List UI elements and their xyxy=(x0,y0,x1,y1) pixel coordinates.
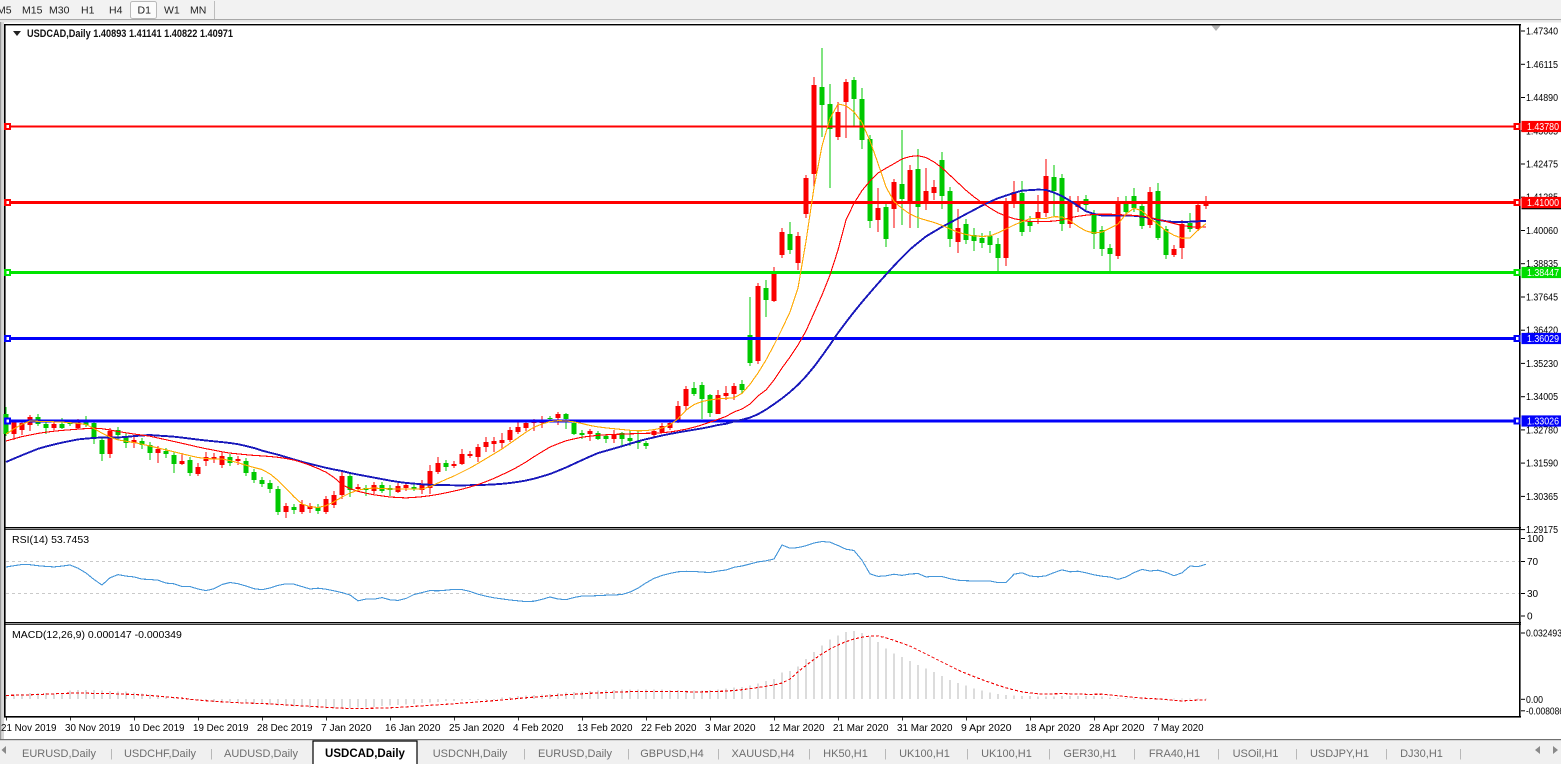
svg-text:USDCAD,Daily: USDCAD,Daily xyxy=(325,748,405,760)
svg-text:30: 30 xyxy=(1527,589,1539,600)
svg-text:1.33026: 1.33026 xyxy=(1527,417,1559,428)
svg-text:1.42475: 1.42475 xyxy=(1526,160,1558,171)
svg-text:13 Feb 2020: 13 Feb 2020 xyxy=(577,722,633,734)
svg-text:1.38447: 1.38447 xyxy=(1527,268,1559,279)
svg-text:UK100,H1: UK100,H1 xyxy=(899,748,950,760)
svg-text:1.40060: 1.40060 xyxy=(1526,226,1558,237)
svg-text:UK100,H1: UK100,H1 xyxy=(981,748,1032,760)
svg-text:H1: H1 xyxy=(81,5,95,17)
svg-text:7 May 2020: 7 May 2020 xyxy=(1153,722,1204,734)
svg-text:AUDUSD,Daily: AUDUSD,Daily xyxy=(224,748,298,760)
svg-text:3 Mar 2020: 3 Mar 2020 xyxy=(705,722,756,734)
svg-text:1.34005: 1.34005 xyxy=(1526,392,1558,403)
svg-text:-0.008086: -0.008086 xyxy=(1526,706,1561,717)
svg-text:W1: W1 xyxy=(164,5,180,17)
svg-text:25 Jan 2020: 25 Jan 2020 xyxy=(449,722,505,734)
svg-text:|: | xyxy=(1133,748,1136,760)
svg-text:21 Nov 2019: 21 Nov 2019 xyxy=(1,722,57,734)
svg-text:|: | xyxy=(884,748,887,760)
svg-text:EURUSD,Daily: EURUSD,Daily xyxy=(538,748,612,760)
svg-text:1.47340: 1.47340 xyxy=(1526,27,1558,38)
svg-text:|: | xyxy=(717,748,720,760)
svg-text:DJ30,H1: DJ30,H1 xyxy=(1400,748,1443,760)
svg-text:21 Mar 2020: 21 Mar 2020 xyxy=(833,722,889,734)
svg-text:9 Apr 2020: 9 Apr 2020 xyxy=(961,722,1012,734)
svg-text:USDCHF,Daily: USDCHF,Daily xyxy=(124,748,197,760)
svg-text:1.35230: 1.35230 xyxy=(1526,359,1558,370)
svg-text:1.30365: 1.30365 xyxy=(1526,492,1558,503)
svg-text:|: | xyxy=(1385,748,1388,760)
svg-text:18 Apr 2020: 18 Apr 2020 xyxy=(1025,722,1081,734)
svg-text:M5: M5 xyxy=(0,5,12,17)
svg-text:1.44890: 1.44890 xyxy=(1526,93,1558,104)
svg-text:4 Feb 2020: 4 Feb 2020 xyxy=(513,722,564,734)
svg-text:USDCAD,Daily 1.40893 1.41141: USDCAD,Daily 1.40893 1.41141 1.40822 1.4… xyxy=(27,28,233,40)
svg-text:28 Apr 2020: 28 Apr 2020 xyxy=(1089,722,1145,734)
svg-text:FRA40,H1: FRA40,H1 xyxy=(1149,748,1200,760)
svg-text:1.37645: 1.37645 xyxy=(1526,293,1558,304)
svg-text:1.31590: 1.31590 xyxy=(1526,459,1558,470)
svg-text:1.46115: 1.46115 xyxy=(1526,60,1558,71)
svg-text:30 Nov 2019: 30 Nov 2019 xyxy=(65,722,121,734)
svg-text:|: | xyxy=(627,748,630,760)
svg-text:USDJPY,H1: USDJPY,H1 xyxy=(1310,748,1369,760)
svg-text:|: | xyxy=(110,748,113,760)
svg-text:|: | xyxy=(808,748,811,760)
svg-text:10 Dec 2019: 10 Dec 2019 xyxy=(129,722,185,734)
svg-text:1.41000: 1.41000 xyxy=(1527,198,1559,209)
svg-text:M30: M30 xyxy=(49,5,70,17)
svg-text:MN: MN xyxy=(190,5,206,17)
svg-text:0.00: 0.00 xyxy=(1526,695,1543,706)
svg-text:1.36029: 1.36029 xyxy=(1527,334,1559,345)
svg-text:GER30,H1: GER30,H1 xyxy=(1063,748,1116,760)
svg-text:19 Dec 2019: 19 Dec 2019 xyxy=(193,722,249,734)
svg-text:1.43780: 1.43780 xyxy=(1527,122,1559,133)
svg-text:31 Mar 2020: 31 Mar 2020 xyxy=(897,722,953,734)
svg-text:28 Dec 2019: 28 Dec 2019 xyxy=(257,722,313,734)
svg-text:M15: M15 xyxy=(22,5,43,17)
svg-text:7 Jan 2020: 7 Jan 2020 xyxy=(321,722,372,734)
svg-text:RSI(14) 53.7453: RSI(14) 53.7453 xyxy=(12,534,89,546)
svg-text:22 Feb 2020: 22 Feb 2020 xyxy=(641,722,697,734)
svg-text:|: | xyxy=(523,748,526,760)
svg-text:0: 0 xyxy=(1527,612,1533,623)
svg-text:|: | xyxy=(1295,748,1298,760)
svg-text:16 Jan 2020: 16 Jan 2020 xyxy=(385,722,441,734)
svg-text:|: | xyxy=(210,748,213,760)
svg-text:EURUSD,Daily: EURUSD,Daily xyxy=(22,748,96,760)
svg-text:USDCNH,Daily: USDCNH,Daily xyxy=(433,748,508,760)
svg-text:|: | xyxy=(1217,748,1220,760)
svg-text:12 Mar 2020: 12 Mar 2020 xyxy=(769,722,825,734)
svg-text:D1: D1 xyxy=(138,5,152,17)
svg-text:XAUUSD,H4: XAUUSD,H4 xyxy=(732,748,795,760)
svg-text:H4: H4 xyxy=(109,5,123,17)
svg-text:HK50,H1: HK50,H1 xyxy=(823,748,868,760)
svg-text:|: | xyxy=(966,748,969,760)
svg-text:|: | xyxy=(1459,748,1462,760)
svg-text:|: | xyxy=(1048,748,1051,760)
svg-text:MACD(12,26,9) 0.000147 -0.0003: MACD(12,26,9) 0.000147 -0.000349 xyxy=(12,629,182,641)
svg-text:GBPUSD,H4: GBPUSD,H4 xyxy=(640,748,704,760)
svg-text:100: 100 xyxy=(1527,534,1544,545)
svg-text:70: 70 xyxy=(1527,557,1539,568)
svg-text:USOil,H1: USOil,H1 xyxy=(1233,748,1279,760)
svg-text:0.032493: 0.032493 xyxy=(1526,629,1561,640)
